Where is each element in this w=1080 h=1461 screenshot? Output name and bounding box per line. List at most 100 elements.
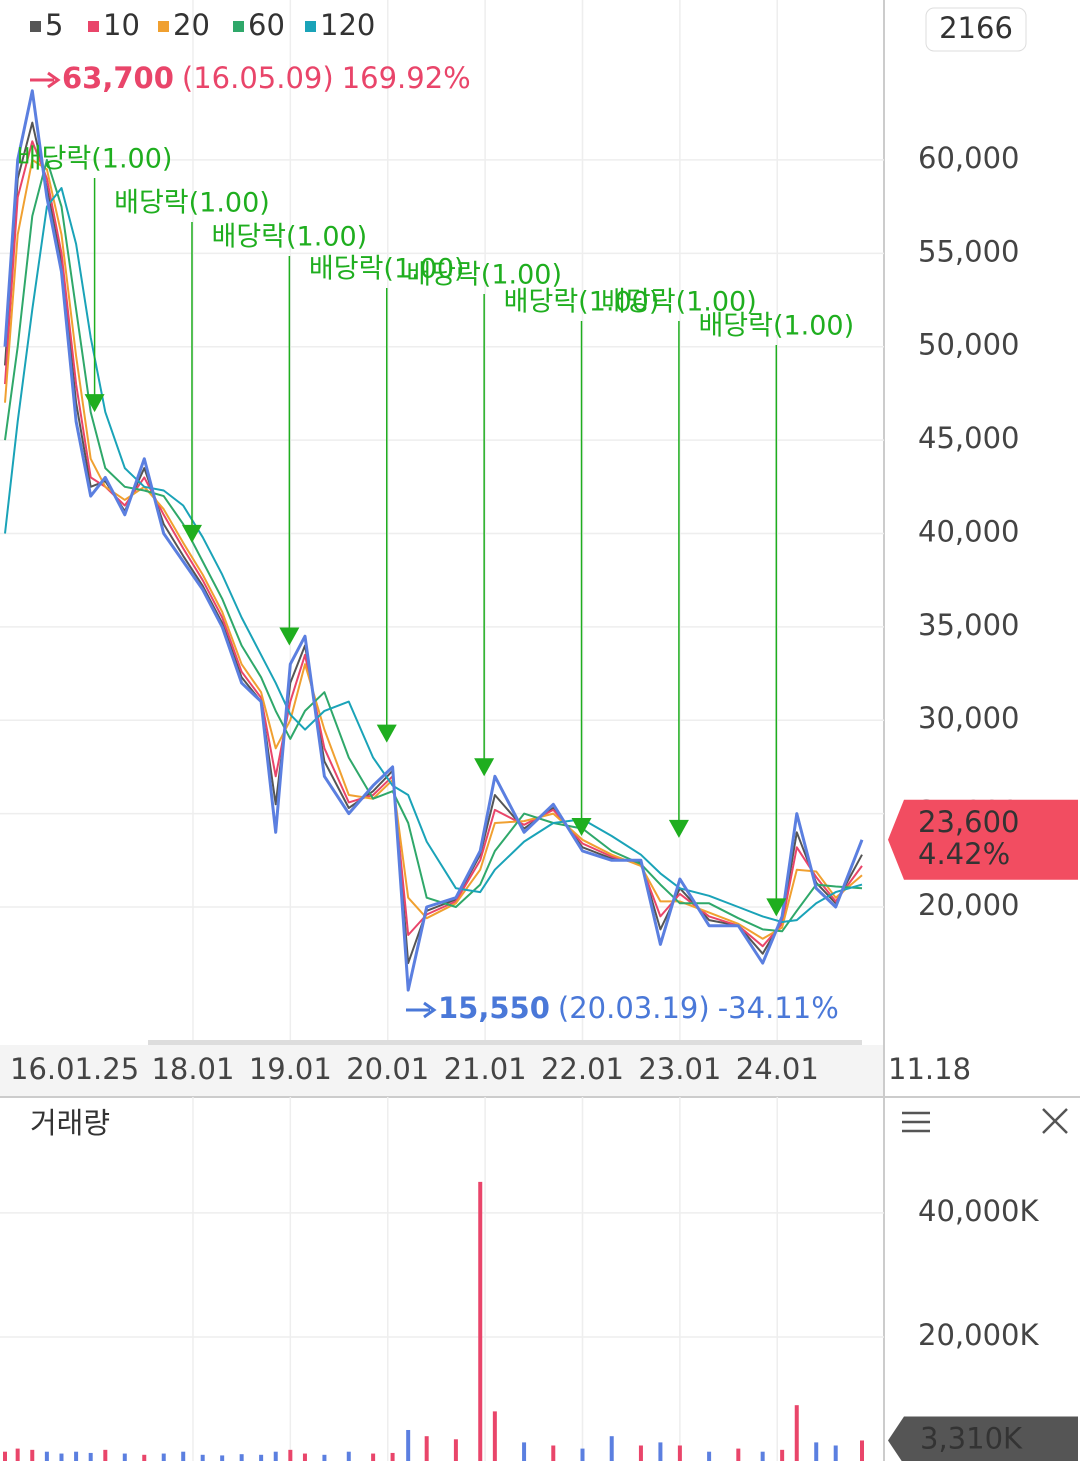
dividend-label: 배당락(1.00) <box>17 144 173 175</box>
scrollbar[interactable] <box>148 1040 862 1045</box>
x-tick-label: 24.01 <box>736 1052 819 1086</box>
volume-bar <box>814 1442 819 1461</box>
y-tick-label: 40,000 <box>918 514 1019 548</box>
volume-bar <box>346 1451 351 1461</box>
legend-swatch <box>30 21 41 32</box>
legend-label: 5 <box>45 8 63 42</box>
legend-label: 120 <box>320 8 375 42</box>
low-note: 15,550 (20.03.19) -34.11% <box>438 991 839 1025</box>
volume-title: 거래량 <box>30 1106 110 1140</box>
legend-label: 10 <box>103 8 140 42</box>
dividend-marker <box>376 724 397 743</box>
menu-icon[interactable] <box>902 1111 930 1133</box>
x-tick-label: 20.01 <box>346 1052 429 1086</box>
arrow-head <box>423 1001 437 1019</box>
high-note: 63,700 (16.05.09) 169.92% <box>62 61 471 95</box>
dividend-marker <box>766 898 787 917</box>
volume-bar <box>161 1453 166 1461</box>
volume-bar <box>15 1448 20 1461</box>
dividend-marker <box>181 524 202 543</box>
dividend-label: 배당락(1.00) <box>212 222 368 253</box>
volume-bar <box>580 1448 585 1461</box>
y-tick-label: 50,000 <box>918 328 1019 362</box>
volume-bar <box>522 1442 527 1461</box>
legend-swatch <box>233 21 244 32</box>
volume-bar <box>288 1449 293 1461</box>
volume-bar <box>707 1451 712 1461</box>
dividend-marker <box>571 818 592 837</box>
x-tick-label: 22.01 <box>541 1052 624 1086</box>
last-price-tag <box>888 799 1078 880</box>
legend-swatch <box>305 21 316 32</box>
y-tick-label: 60,000 <box>918 141 1019 175</box>
volume-bar <box>44 1451 49 1461</box>
y-tick-label: 55,000 <box>918 234 1019 268</box>
volume-bar <box>59 1453 64 1461</box>
dividend-label: 배당락(1.00) <box>309 254 465 285</box>
volume-bar <box>453 1439 458 1461</box>
dividend-label: 배당락(1.00) <box>114 188 270 219</box>
volume-bar <box>103 1449 108 1461</box>
volume-bar <box>736 1448 741 1461</box>
volume-bar <box>30 1449 35 1461</box>
volume-bar <box>371 1453 376 1461</box>
low-note-change: -34.11% <box>718 991 839 1025</box>
y-tick-label: 35,000 <box>918 608 1019 642</box>
ma-line <box>4 187 863 923</box>
last-volume-tag <box>888 1416 1078 1461</box>
dividend-marker <box>279 627 300 646</box>
volume-bar <box>302 1453 307 1461</box>
count-box <box>925 7 1027 52</box>
volume-bar <box>122 1453 127 1461</box>
volume-bar <box>220 1455 225 1461</box>
volume-bar <box>780 1449 785 1461</box>
volume-bar <box>3 1451 7 1461</box>
legend-swatch <box>158 21 169 32</box>
ma-line <box>4 158 863 933</box>
y-tick-label: 30,000 <box>918 701 1019 735</box>
volume-bar <box>794 1405 799 1461</box>
high-note-date: (16.05.09) <box>182 61 334 95</box>
volume-bar <box>322 1454 327 1461</box>
volume-bar <box>424 1436 429 1461</box>
y-tick-label: 40,000K <box>918 1194 1039 1228</box>
low-note-date: (20.03.19) <box>558 991 710 1025</box>
price-line <box>3 89 864 992</box>
arrow-head <box>47 71 61 89</box>
last-price: 23,600 <box>918 805 1019 839</box>
volume-bar <box>239 1454 244 1461</box>
x-tick-label: 21.01 <box>444 1052 527 1086</box>
volume-bar <box>74 1451 79 1461</box>
x-tick-label: 19.01 <box>249 1052 332 1086</box>
high-note-change: 169.92% <box>342 61 471 95</box>
last-date: 11.18 <box>888 1052 971 1086</box>
dividend-label: 배당락(1.00) <box>406 260 562 291</box>
x-tick-label: 18.01 <box>151 1052 234 1086</box>
volume-bar <box>658 1442 663 1461</box>
volume-bar <box>478 1181 483 1461</box>
volume-bar <box>390 1452 395 1461</box>
legend-label: 20 <box>173 8 210 42</box>
volume-bar <box>142 1454 147 1461</box>
volume-bar <box>609 1436 614 1461</box>
dividend-marker <box>474 758 495 777</box>
legend-swatch <box>88 21 99 32</box>
close-icon[interactable] <box>1042 1108 1068 1134</box>
dividend-label: 배당락(1.00) <box>601 287 757 318</box>
volume-bar <box>860 1440 864 1461</box>
volume-bar <box>760 1451 765 1461</box>
volume-bar <box>406 1429 411 1461</box>
y-tick-label: 20,000K <box>918 1318 1039 1352</box>
last-volume: 3,310K <box>920 1421 1023 1455</box>
legend-label: 60 <box>248 8 285 42</box>
volume-bar <box>259 1454 264 1461</box>
volume-bar <box>273 1451 278 1461</box>
volume-bar <box>200 1454 205 1461</box>
volume-bar <box>833 1445 838 1461</box>
y-tick-label: 45,000 <box>918 421 1019 455</box>
y-tick-label: 20,000 <box>918 888 1019 922</box>
volume-bar <box>181 1451 186 1461</box>
x-axis-band <box>0 1045 884 1097</box>
dividend-label: 배당락(1.00) <box>698 311 854 342</box>
